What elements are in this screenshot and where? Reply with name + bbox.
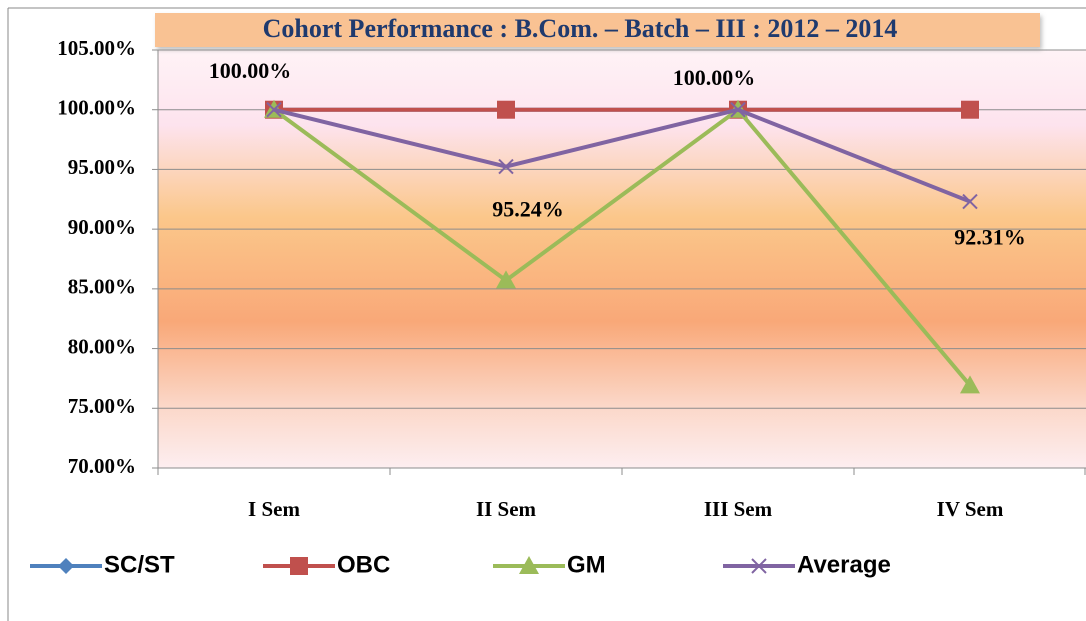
title-box (155, 13, 1040, 47)
marker (266, 102, 282, 118)
y-tick-label: 90.00% (68, 215, 136, 239)
marker (498, 158, 514, 175)
x-tick-label: I Sem (248, 497, 300, 521)
marker (58, 558, 74, 574)
marker (497, 100, 515, 119)
data-label: 100.00% (673, 65, 756, 90)
marker (961, 100, 979, 119)
y-tick-label: 100.00% (57, 96, 136, 120)
plot-area (158, 50, 1086, 468)
x-tick-label: II Sem (476, 497, 537, 521)
series-layer (264, 99, 980, 394)
x-tick-label: III Sem (704, 497, 773, 521)
data-label: 100.00% (209, 58, 292, 83)
data-label: 95.24% (492, 197, 564, 222)
y-tick-label: 75.00% (68, 394, 136, 418)
marker (730, 102, 746, 118)
series (266, 102, 978, 210)
data-label: 92.31% (954, 225, 1026, 250)
y-tick-label: 105.00% (57, 36, 136, 60)
marker (519, 556, 539, 574)
marker (751, 558, 767, 574)
marker (290, 557, 308, 575)
legend-label: SC/ST (104, 551, 175, 578)
y-tick-label: 95.00% (68, 155, 136, 179)
y-tick-label: 80.00% (68, 334, 136, 358)
line (273, 107, 971, 204)
x-tick-label: IV Sem (937, 497, 1004, 521)
marker (962, 193, 978, 210)
marker (496, 270, 516, 289)
line (272, 107, 972, 387)
y-tick-label: 85.00% (68, 275, 136, 299)
legend-label: OBC (337, 551, 390, 578)
chart-title: Cohort Performance : B.Com. – Batch – II… (263, 14, 898, 43)
marker (960, 375, 980, 394)
series (264, 99, 980, 394)
legend-label: GM (567, 551, 606, 578)
y-tick-label: 70.00% (68, 454, 136, 478)
legend-label: Average (797, 551, 891, 578)
